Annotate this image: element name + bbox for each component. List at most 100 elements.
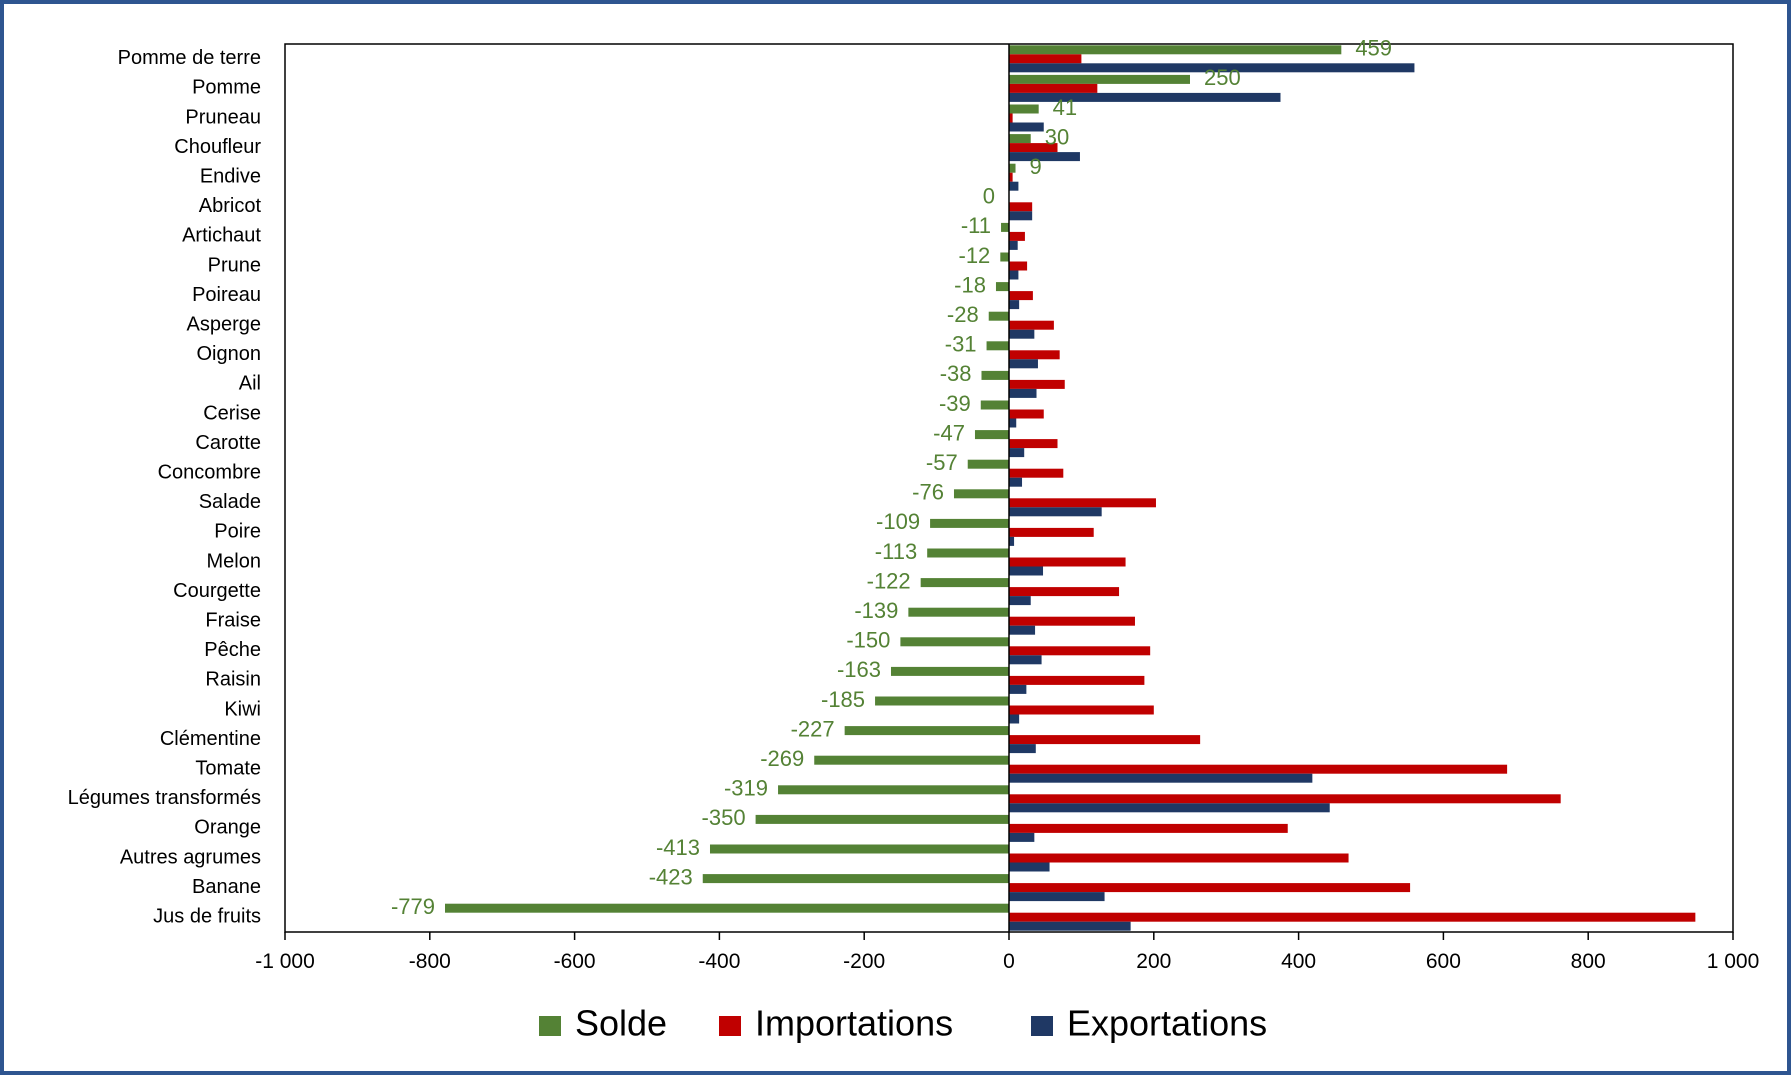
bar-exportations-asperge <box>1009 329 1035 339</box>
category-label-kiwi: Kiwi <box>224 698 261 720</box>
x-tick-label: 600 <box>1426 950 1461 973</box>
bar-exportations-concombre <box>1009 477 1023 487</box>
category-label-asperge: Asperge <box>187 313 262 335</box>
bar-exportations-melon <box>1009 566 1044 576</box>
category-label-clementine: Clémentine <box>160 728 261 750</box>
bar-exportations-clementine <box>1009 744 1036 754</box>
category-label-legumes-transformes: Légumes transformés <box>68 787 261 809</box>
bar-solde-legumes-transformes <box>778 785 1009 795</box>
bar-importations-poireau <box>1009 291 1033 301</box>
legend-swatch-solde <box>539 1016 561 1036</box>
x-tick-label: 800 <box>1571 950 1606 973</box>
category-label-concombre: Concombre <box>158 461 261 483</box>
bar-importations-courgette <box>1009 587 1120 597</box>
bar-importations-endive <box>1009 172 1013 182</box>
category-label-salade: Salade <box>199 491 261 513</box>
bar-solde-melon <box>927 548 1009 558</box>
legend-label-solde: Solde <box>575 1003 667 1044</box>
category-label-choufleur: Choufleur <box>174 136 261 158</box>
category-label-banane: Banane <box>192 876 261 898</box>
bars-layer <box>445 45 1696 931</box>
category-label-oignon: Oignon <box>197 343 262 365</box>
bar-exportations-pomme <box>1009 92 1281 102</box>
bar-solde-peche <box>900 637 1009 647</box>
bar-solde-ail <box>981 370 1009 380</box>
data-label-banane: -423 <box>649 864 693 889</box>
bar-importations-pruneau <box>1009 113 1013 123</box>
bar-solde-clementine <box>844 726 1009 736</box>
bar-solde-oignon <box>986 341 1009 351</box>
data-label-raisin: -163 <box>837 657 881 682</box>
data-label-courgette: -122 <box>867 568 911 593</box>
bar-exportations-courgette <box>1009 596 1031 606</box>
bar-solde-pomme-de-terre <box>1009 45 1342 55</box>
x-tick-label: -200 <box>843 950 885 973</box>
category-label-fraise: Fraise <box>205 609 261 631</box>
bar-importations-pomme-de-terre <box>1009 54 1082 64</box>
x-tick-label: 400 <box>1281 950 1316 973</box>
category-label-pomme: Pomme <box>192 77 261 99</box>
bar-importations-pomme <box>1009 83 1098 93</box>
data-labels: 459 250 41 309 0 -11 -12 -18 -28 -31 -38 -39 -47 -57 -… <box>391 36 1392 919</box>
data-label-asperge: -28 <box>947 302 979 327</box>
bar-importations-cerise <box>1009 409 1044 419</box>
category-label-tomate: Tomate <box>195 757 261 779</box>
category-label-raisin: Raisin <box>205 669 261 691</box>
bar-importations-carotte <box>1009 439 1058 449</box>
data-label-tomate: -269 <box>760 746 804 771</box>
legend: Solde Importations Exportations <box>539 1003 1267 1044</box>
bar-importations-orange <box>1009 823 1288 833</box>
bar-solde-carotte <box>974 430 1009 440</box>
data-label-clementine: -227 <box>791 716 835 741</box>
category-label-cerise: Cerise <box>203 402 261 424</box>
bar-importations-fraise <box>1009 616 1135 626</box>
bar-solde-banane <box>702 874 1009 884</box>
data-label-cerise: -39 <box>939 391 971 416</box>
category-label-jus-de-fruits: Jus de fruits <box>153 905 261 927</box>
bar-exportations-orange <box>1009 832 1035 842</box>
data-label-poireau: -18 <box>954 272 986 297</box>
bar-chart: Pomme de terre Pomme Pruneau Choufleur Endiv… <box>68 36 1760 1044</box>
data-label-choufleur: 30 <box>1045 124 1069 149</box>
bar-exportations-abricot <box>1009 211 1033 221</box>
bar-solde-pruneau <box>1009 104 1039 114</box>
data-label-peche: -150 <box>846 628 890 653</box>
bar-exportations-salade <box>1009 507 1102 517</box>
bar-exportations-oignon <box>1009 359 1038 369</box>
bar-importations-banane <box>1009 883 1411 893</box>
bar-solde-asperge <box>988 311 1009 321</box>
category-label-carotte: Carotte <box>195 432 261 454</box>
bar-importations-asperge <box>1009 320 1054 330</box>
bar-exportations-pruneau <box>1009 122 1044 132</box>
category-labels: Pomme de terre Pomme Pruneau Choufleur Endiv… <box>68 47 262 927</box>
data-label-pomme: 250 <box>1204 65 1241 90</box>
bar-exportations-jus-de-fruits <box>1009 921 1131 931</box>
x-tick-label: 1 000 <box>1707 950 1760 973</box>
x-tick-label: 0 <box>1003 950 1015 973</box>
category-label-orange: Orange <box>194 817 261 839</box>
data-label-abricot: 0 <box>983 184 995 209</box>
bar-importations-legumes-transformes <box>1009 794 1561 804</box>
bar-exportations-raisin <box>1009 684 1027 694</box>
category-label-prune: Prune <box>208 254 261 276</box>
bar-exportations-ail <box>1009 388 1037 398</box>
category-label-abricot: Abricot <box>199 195 262 217</box>
bar-exportations-carotte <box>1009 448 1025 458</box>
x-tick-label: 200 <box>1136 950 1171 973</box>
data-label-endive: 9 <box>1030 154 1042 179</box>
bar-solde-endive <box>1009 163 1016 173</box>
bar-solde-jus-de-fruits <box>445 903 1009 913</box>
data-label-salade: -76 <box>912 480 944 505</box>
legend-label-exportations: Exportations <box>1067 1003 1267 1044</box>
data-label-carotte: -47 <box>933 420 965 445</box>
bar-importations-tomate <box>1009 764 1508 774</box>
bar-importations-melon <box>1009 557 1126 567</box>
data-label-ail: -38 <box>940 361 972 386</box>
data-label-orange: -350 <box>702 805 746 830</box>
category-label-ail: Ail <box>239 373 261 395</box>
bar-solde-pomme <box>1009 74 1190 84</box>
bar-importations-clementine <box>1009 735 1201 745</box>
bar-solde-courgette <box>920 578 1009 588</box>
category-label-pruneau: Pruneau <box>185 106 261 128</box>
data-label-concombre: -57 <box>926 450 958 475</box>
